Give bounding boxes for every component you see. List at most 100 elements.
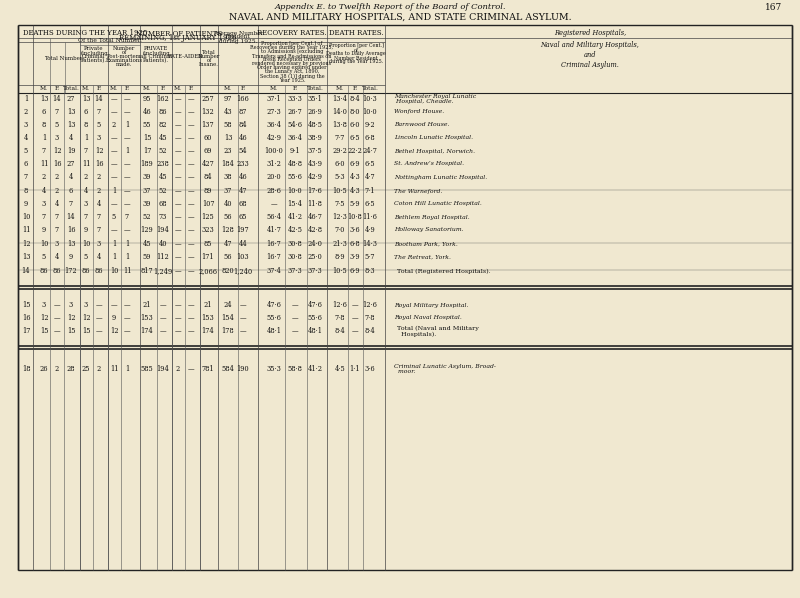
Text: Coton Hill Lunatic Hospital.: Coton Hill Lunatic Hospital. <box>394 202 482 206</box>
Text: 9: 9 <box>69 253 73 261</box>
Text: 9·2: 9·2 <box>365 121 375 129</box>
Text: 26: 26 <box>40 365 48 373</box>
Text: 15: 15 <box>66 327 75 335</box>
Text: —: — <box>292 314 298 322</box>
Text: 69: 69 <box>204 147 212 155</box>
Text: 4: 4 <box>55 253 59 261</box>
Text: 16: 16 <box>66 226 75 234</box>
Text: 1: 1 <box>125 121 129 129</box>
Text: 86: 86 <box>53 267 62 275</box>
Text: —: — <box>110 95 118 103</box>
Text: 3: 3 <box>97 240 101 248</box>
Text: 6·5: 6·5 <box>365 200 375 208</box>
Text: 103: 103 <box>237 253 250 261</box>
Text: 6·0: 6·0 <box>334 160 346 168</box>
Text: —: — <box>124 327 130 335</box>
Text: 129: 129 <box>141 226 154 234</box>
Text: 8·3: 8·3 <box>365 267 375 275</box>
Text: 27: 27 <box>67 95 75 103</box>
Text: 10·0: 10·0 <box>288 187 302 195</box>
Text: —: — <box>188 240 194 248</box>
Text: —: — <box>174 200 182 208</box>
Text: —: — <box>174 187 182 195</box>
Text: 13·4: 13·4 <box>333 95 347 103</box>
Text: 6·5: 6·5 <box>365 160 375 168</box>
Text: 40: 40 <box>224 200 232 208</box>
Text: 16: 16 <box>53 160 62 168</box>
Text: 48·1: 48·1 <box>266 327 282 335</box>
Text: 86: 86 <box>94 267 103 275</box>
Text: 52: 52 <box>158 187 167 195</box>
Text: —: — <box>188 187 194 195</box>
Text: —: — <box>96 314 102 322</box>
Text: 13·8: 13·8 <box>333 121 347 129</box>
Text: 46: 46 <box>142 108 151 116</box>
Text: 43·9: 43·9 <box>307 160 322 168</box>
Text: Total.: Total. <box>306 86 323 90</box>
Text: Total Number.: Total Number. <box>44 56 84 60</box>
Text: 13: 13 <box>40 95 48 103</box>
Text: 3: 3 <box>69 301 73 309</box>
Text: Manchester Royal Lunatic
 Hospital, Cheadle.: Manchester Royal Lunatic Hospital, Chead… <box>394 94 476 105</box>
Text: 13: 13 <box>22 253 30 261</box>
Text: PRIVATE: PRIVATE <box>144 47 168 51</box>
Text: 5: 5 <box>84 253 88 261</box>
Text: 171: 171 <box>202 253 214 261</box>
Text: 56: 56 <box>224 213 232 221</box>
Text: 13: 13 <box>66 240 75 248</box>
Text: 8: 8 <box>84 121 88 129</box>
Text: 817: 817 <box>141 267 154 275</box>
Text: —: — <box>174 253 182 261</box>
Text: —: — <box>240 327 246 335</box>
Text: 14·0: 14·0 <box>333 108 347 116</box>
Text: —: — <box>124 173 130 181</box>
Text: 1: 1 <box>84 134 88 142</box>
Text: 233: 233 <box>237 160 250 168</box>
Text: 7: 7 <box>84 147 88 155</box>
Text: 41·2: 41·2 <box>307 365 322 373</box>
Text: 29·2: 29·2 <box>333 147 347 155</box>
Text: 2: 2 <box>176 365 180 373</box>
Text: F.: F. <box>189 86 194 90</box>
Text: —: — <box>188 213 194 221</box>
Text: —: — <box>124 95 130 103</box>
Text: 23: 23 <box>224 147 232 155</box>
Text: Criminal Lunatic Asylum, Broad-
  moor.: Criminal Lunatic Asylum, Broad- moor. <box>394 364 496 374</box>
Text: 112: 112 <box>157 253 170 261</box>
Text: —: — <box>160 301 166 309</box>
Text: —: — <box>352 301 358 309</box>
Text: The Retreat, York.: The Retreat, York. <box>394 255 451 260</box>
Text: —: — <box>174 108 182 116</box>
Text: 16: 16 <box>22 314 30 322</box>
Text: 12·6: 12·6 <box>362 301 378 309</box>
Text: 3: 3 <box>55 240 59 248</box>
Text: Bethlem Royal Hospital.: Bethlem Royal Hospital. <box>394 215 470 219</box>
Text: 48·5: 48·5 <box>307 121 322 129</box>
Text: 174: 174 <box>202 327 214 335</box>
Text: 87: 87 <box>239 108 247 116</box>
Text: —: — <box>174 240 182 248</box>
Text: M.: M. <box>174 86 182 90</box>
Text: 19: 19 <box>66 147 75 155</box>
Text: 15: 15 <box>142 134 151 142</box>
Text: Total: Total <box>202 50 216 54</box>
Text: 10: 10 <box>22 213 30 221</box>
Text: 65: 65 <box>238 213 247 221</box>
Text: 7·1: 7·1 <box>365 187 375 195</box>
Text: St. Andrew’s Hospital.: St. Andrew’s Hospital. <box>394 161 464 166</box>
Text: Registered Hospitals,: Registered Hospitals, <box>554 29 626 37</box>
Text: 13: 13 <box>66 121 75 129</box>
Text: 42·9: 42·9 <box>266 134 282 142</box>
Text: —: — <box>352 327 358 335</box>
Text: 1: 1 <box>125 365 129 373</box>
Text: 7: 7 <box>42 147 46 155</box>
Text: —: — <box>174 301 182 309</box>
Text: 6·0: 6·0 <box>350 121 360 129</box>
Text: 1: 1 <box>112 187 116 195</box>
Text: 12: 12 <box>53 147 62 155</box>
Text: 41·7: 41·7 <box>266 226 282 234</box>
Text: 1: 1 <box>24 95 28 103</box>
Text: 14: 14 <box>22 267 30 275</box>
Text: Royal Naval Hospital.: Royal Naval Hospital. <box>394 316 462 321</box>
Text: 3: 3 <box>42 200 46 208</box>
